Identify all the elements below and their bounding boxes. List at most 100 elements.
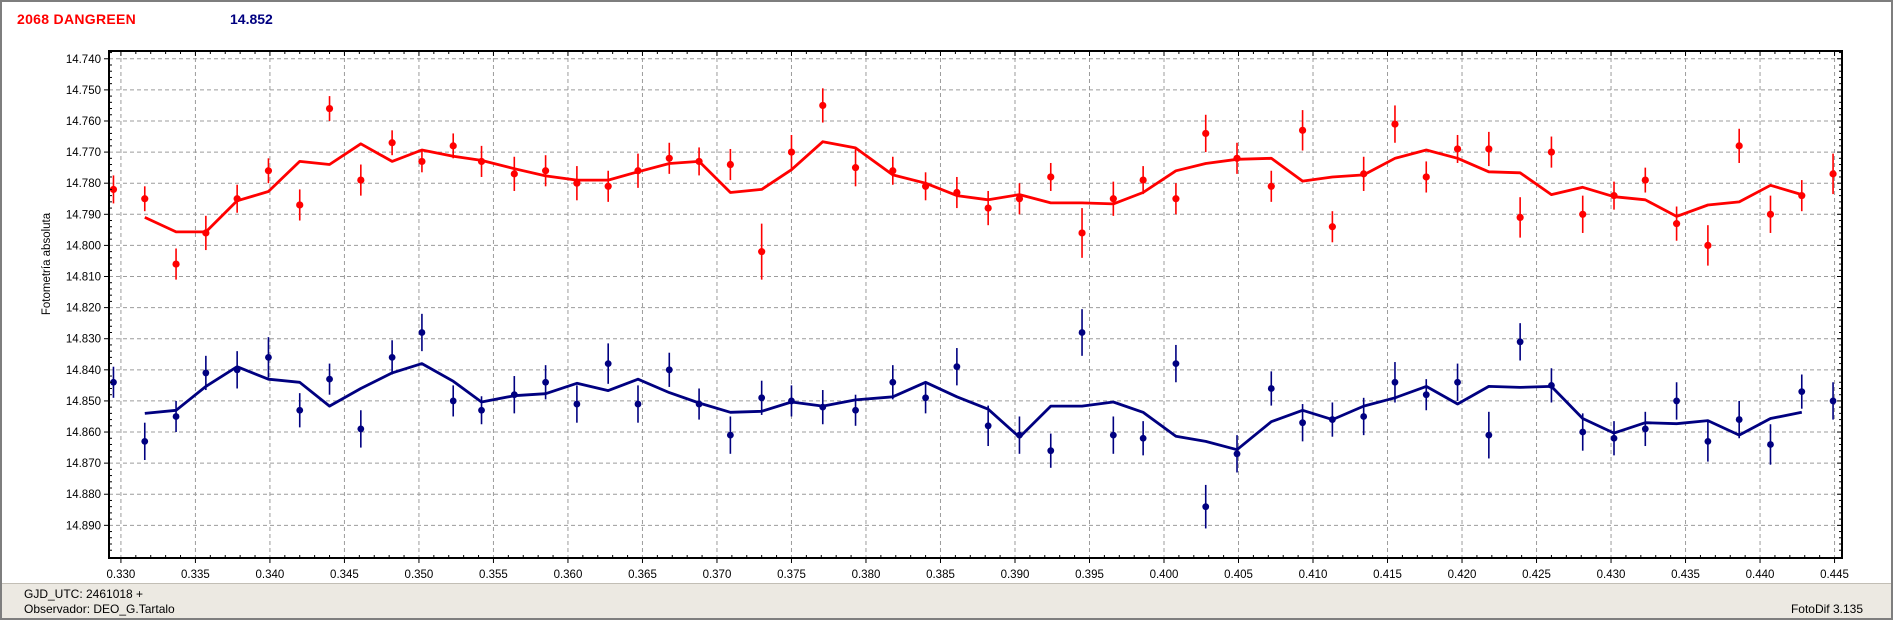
x-tick-label: 0.340: [256, 569, 285, 581]
data-point-comparison: [1360, 413, 1368, 420]
data-point-target: [1078, 229, 1086, 237]
data-point-comparison: [1078, 329, 1086, 336]
data-point-target: [1798, 192, 1806, 200]
y-tick-label: 14.790: [66, 209, 101, 221]
data-point-comparison: [1328, 416, 1336, 423]
grid-layer: [109, 51, 1842, 558]
data-point-target: [141, 195, 149, 203]
data-point-comparison: [1139, 434, 1147, 442]
x-tick-label: 0.410: [1299, 569, 1328, 581]
data-point-comparison: [1641, 425, 1649, 433]
data-point-comparison: [1548, 381, 1555, 389]
data-point-target: [851, 164, 860, 172]
data-point-comparison: [758, 394, 766, 402]
data-point-target: [953, 188, 961, 197]
data-point-target: [202, 229, 210, 237]
x-tick-label: 0.395: [1075, 569, 1104, 581]
x-tick-label: 0.420: [1448, 569, 1477, 581]
data-point-comparison: [357, 425, 365, 433]
data-point-comparison: [984, 422, 992, 430]
x-tick-label: 0.345: [330, 569, 359, 581]
data-point-target: [1360, 170, 1368, 178]
data-point-target: [984, 204, 992, 212]
x-tick-label: 0.425: [1522, 569, 1551, 581]
comparison-mean-value: 14.852: [230, 11, 273, 27]
data-point-comparison: [1016, 431, 1023, 439]
data-point-target: [1267, 182, 1275, 190]
data-point-target: [1485, 145, 1493, 153]
data-point-comparison: [1422, 391, 1430, 399]
data-point-comparison: [665, 366, 673, 374]
data-point-target: [510, 170, 518, 178]
x-tick-label: 0.370: [703, 569, 732, 581]
data-point-target: [1547, 148, 1556, 156]
data-point-comparison: [510, 391, 518, 399]
data-point-target: [1735, 142, 1743, 150]
data-point-comparison: [1172, 360, 1180, 367]
data-point-comparison: [1454, 378, 1461, 386]
data-point-target: [449, 142, 457, 150]
data-point-comparison: [726, 431, 734, 439]
target-title: 2068 DANGREEN: [17, 11, 137, 27]
data-point-target: [1172, 195, 1180, 203]
data-point-comparison: [478, 406, 485, 414]
data-point-target: [1422, 173, 1430, 181]
data-point-comparison: [326, 375, 333, 383]
trend-line-comparison: [144, 362, 1803, 452]
y-tick-label: 14.750: [66, 85, 101, 97]
data-point-target: [695, 157, 703, 166]
data-point-comparison: [1202, 503, 1210, 511]
data-point-comparison: [1673, 397, 1680, 405]
data-point-comparison: [296, 406, 304, 414]
data-point-target: [233, 195, 241, 203]
data-point-target: [477, 157, 486, 166]
data-point-target: [172, 260, 180, 268]
y-tick-label: 14.880: [66, 489, 101, 501]
x-tick-label: 0.430: [1597, 569, 1626, 581]
x-tick-label: 0.385: [926, 569, 955, 581]
data-point-target: [634, 167, 642, 175]
data-point-target: [1328, 223, 1336, 231]
y-tick-label: 14.870: [66, 458, 101, 470]
data-point-comparison: [1579, 428, 1587, 436]
data-point-comparison: [1798, 388, 1806, 395]
y-tick-label: 14.830: [66, 334, 101, 346]
plot-border: [108, 50, 1843, 559]
data-point-target: [1298, 126, 1307, 134]
data-point-target: [1641, 176, 1649, 184]
data-point-target: [1829, 170, 1837, 178]
axis-layer: 0.330 0.335 0.340 0.345 0.350 0.355 0.360 0.365…: [66, 50, 1849, 581]
y-tick-label: 14.850: [66, 396, 101, 408]
data-point-comparison: [1109, 431, 1117, 439]
data-point-target: [264, 167, 273, 175]
data-point-target: [665, 154, 673, 162]
x-tick-label: 0.330: [107, 569, 136, 581]
x-tick-label: 0.435: [1671, 569, 1700, 581]
y-tick-label: 14.820: [66, 303, 101, 315]
data-point-target: [1139, 176, 1147, 184]
x-tick-label: 0.415: [1373, 569, 1402, 581]
data-point-comparison: [1267, 385, 1275, 392]
data-point-comparison: [573, 400, 581, 408]
x-tick-label: 0.375: [777, 569, 806, 581]
data-point-target: [758, 248, 766, 256]
status-gjd: GJD_UTC: 2461018 +: [24, 587, 144, 601]
data-point-target: [1233, 154, 1241, 162]
data-point-comparison: [202, 369, 210, 377]
data-point-comparison: [788, 397, 795, 405]
data-point-comparison: [953, 363, 961, 371]
data-point-target: [357, 176, 365, 184]
data-point-comparison: [604, 360, 612, 367]
data-point-comparison: [695, 400, 703, 408]
data-point-comparison: [542, 378, 550, 386]
x-tick-label: 0.365: [628, 569, 657, 581]
y-tick-label: 14.810: [66, 272, 101, 284]
y-tick-label: 14.740: [66, 54, 101, 66]
data-point-comparison: [852, 406, 859, 414]
y-axis-title: Fotometría absoluta: [41, 212, 53, 315]
data-point-comparison: [1391, 378, 1399, 386]
data-point-target: [1202, 129, 1210, 138]
y-tick-label: 14.840: [66, 365, 101, 377]
